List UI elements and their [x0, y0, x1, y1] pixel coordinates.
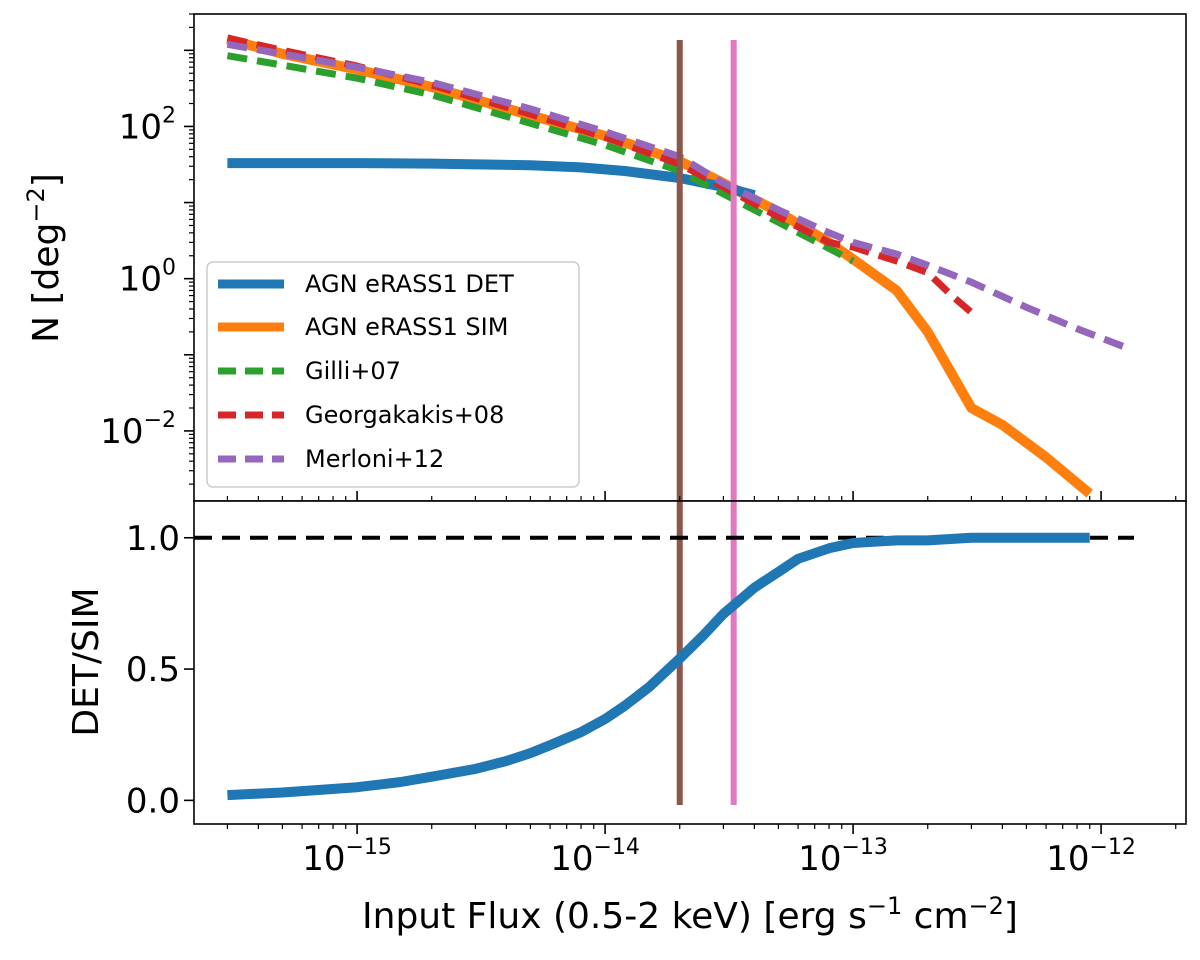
legend-label-georgakakis: Georgakakis+08 — [305, 401, 504, 429]
bottom-axes-frame — [193, 500, 1187, 825]
bottom-xtick-label: 10−13 — [798, 835, 888, 879]
top-panel: 10−2 100 102 AGN eRASS1 DET AGN eRASS1 SIM… — [22, 13, 1187, 502]
bottom-ytick-label: 1.0 — [126, 519, 180, 559]
legend-label-sim: AGN eRASS1 SIM — [305, 313, 508, 341]
top-ytick-label: 100 — [119, 256, 176, 300]
top-ytick-label: 102 — [119, 103, 176, 147]
legend: AGN eRASS1 DET AGN eRASS1 SIM Gilli+07 G… — [206, 261, 580, 488]
top-y-axis-label: N [deg−2] — [22, 173, 67, 343]
bottom-xtick-label: 10−14 — [550, 835, 640, 879]
legend-label-merloni: Merloni+12 — [305, 445, 444, 473]
bottom-xtick-label: 10−15 — [302, 835, 392, 879]
x-axis-label: Input Flux (0.5-2 keV) [erg s−1 cm−2] — [362, 892, 1018, 937]
bottom-y-axis-label: DET/SIM — [66, 587, 107, 736]
legend-box — [206, 261, 580, 488]
series-line-merloni-12 — [226, 40, 1131, 353]
legend-label-gilli: Gilli+07 — [305, 357, 401, 385]
bottom-panel: 0.0 0.5 1.0 10−15 10−14 10−13 10−12 DET/SIM I… — [66, 500, 1187, 937]
bottom-ytick-label: 0.5 — [126, 650, 180, 690]
bottom-ytick-label: 0.0 — [126, 781, 180, 821]
series-line-ratio — [227, 532, 1090, 801]
legend-label-det: AGN eRASS1 DET — [305, 270, 514, 298]
bottom-xtick-label: 10−12 — [1046, 835, 1136, 879]
bottom-plot-area — [194, 501, 1186, 824]
series-line-gilli-07 — [226, 52, 855, 265]
top-ytick-label: 10−2 — [100, 408, 176, 452]
